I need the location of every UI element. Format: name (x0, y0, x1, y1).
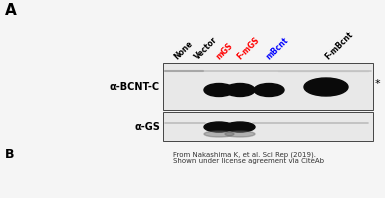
Bar (163, 63, 373, 110)
Text: α-BCNT-C: α-BCNT-C (110, 82, 160, 91)
Ellipse shape (225, 84, 255, 96)
Text: From Nakashima K, et al. Sci Rep (2019).: From Nakashima K, et al. Sci Rep (2019). (173, 151, 316, 157)
Ellipse shape (254, 84, 284, 96)
Bar (163, 112, 373, 141)
Ellipse shape (225, 131, 255, 137)
Ellipse shape (204, 84, 234, 96)
Text: F-mBcnt: F-mBcnt (323, 30, 355, 61)
Text: Vector: Vector (193, 35, 219, 61)
Text: None: None (172, 39, 194, 61)
Text: F-mGS: F-mGS (235, 35, 261, 61)
Text: mGS: mGS (214, 41, 234, 61)
Text: mBcnt: mBcnt (264, 35, 290, 61)
Ellipse shape (204, 131, 234, 137)
Text: *: * (375, 80, 381, 89)
Text: B: B (5, 148, 15, 161)
Ellipse shape (304, 78, 348, 96)
Text: Shown under license agreement via CiteAb: Shown under license agreement via CiteAb (173, 158, 324, 164)
Ellipse shape (204, 122, 234, 132)
Ellipse shape (225, 122, 255, 132)
Text: α-GS: α-GS (134, 122, 160, 131)
Text: A: A (5, 3, 17, 18)
